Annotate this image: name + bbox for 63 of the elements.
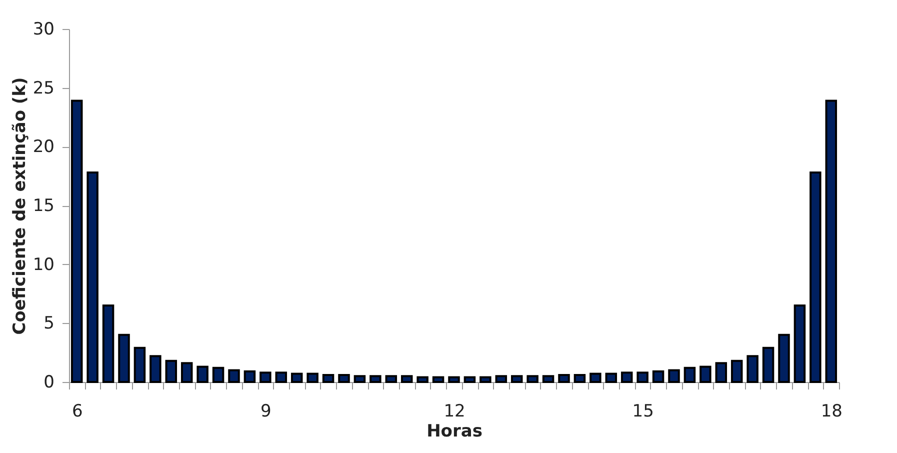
- bar: [212, 366, 224, 383]
- x-tick-label: 12: [444, 402, 466, 422]
- bar: [385, 375, 398, 383]
- bar: [134, 346, 146, 383]
- bar: [794, 304, 806, 383]
- x-axis-title: Horas: [426, 422, 482, 442]
- bar: [354, 375, 366, 383]
- bar: [464, 376, 476, 383]
- bar: [590, 372, 602, 383]
- bar: [526, 375, 538, 383]
- bar: [700, 366, 712, 383]
- bar: [196, 366, 208, 383]
- bar: [810, 172, 822, 383]
- bar: [70, 100, 83, 383]
- bar: [778, 334, 790, 383]
- bar: [86, 172, 98, 383]
- bar: [118, 334, 130, 383]
- bar: [448, 376, 460, 383]
- bar: [668, 369, 680, 383]
- bar: [495, 375, 508, 383]
- x-tick-label: 15: [632, 402, 654, 422]
- y-tick-label: 10: [32, 254, 54, 275]
- bar: [416, 376, 428, 383]
- bar: [322, 374, 334, 383]
- x-tick-label: 6: [72, 402, 83, 422]
- bar: [715, 362, 728, 383]
- bar: [605, 372, 618, 383]
- bar: [306, 372, 318, 383]
- bar: [542, 375, 554, 383]
- bar: [762, 346, 774, 383]
- y-axis-title: Coeficiente de extinção (k): [10, 77, 30, 335]
- bar: [510, 375, 523, 383]
- bar: [102, 304, 114, 383]
- bar: [180, 362, 193, 383]
- bar: [652, 370, 664, 383]
- bar: [150, 355, 162, 383]
- y-tick-label: 20: [32, 137, 54, 158]
- x-tick-label: 18: [820, 402, 842, 422]
- bar: [228, 369, 240, 383]
- bar: [244, 370, 256, 383]
- bar: [558, 374, 570, 383]
- bar: [290, 372, 303, 383]
- bar: [370, 375, 382, 383]
- y-tick-label: 5: [44, 314, 54, 334]
- bar: [480, 376, 492, 383]
- bar: [260, 372, 272, 383]
- y-tick-label: 25: [32, 78, 54, 98]
- bar: [620, 372, 633, 383]
- y-tick-label: 15: [32, 196, 54, 216]
- bar: [636, 372, 648, 383]
- bar: [574, 374, 586, 383]
- bar: [730, 360, 743, 383]
- bar: [338, 374, 350, 383]
- y-tick-label: 30: [32, 20, 54, 40]
- bar: [165, 360, 178, 383]
- bar: [746, 355, 758, 383]
- bar: [825, 100, 838, 383]
- bar: [275, 372, 288, 383]
- bar: [432, 376, 444, 383]
- bar: [400, 375, 413, 383]
- y-tick-label: 0: [44, 372, 54, 392]
- bar: [684, 366, 696, 383]
- x-tick-label: 9: [260, 402, 272, 422]
